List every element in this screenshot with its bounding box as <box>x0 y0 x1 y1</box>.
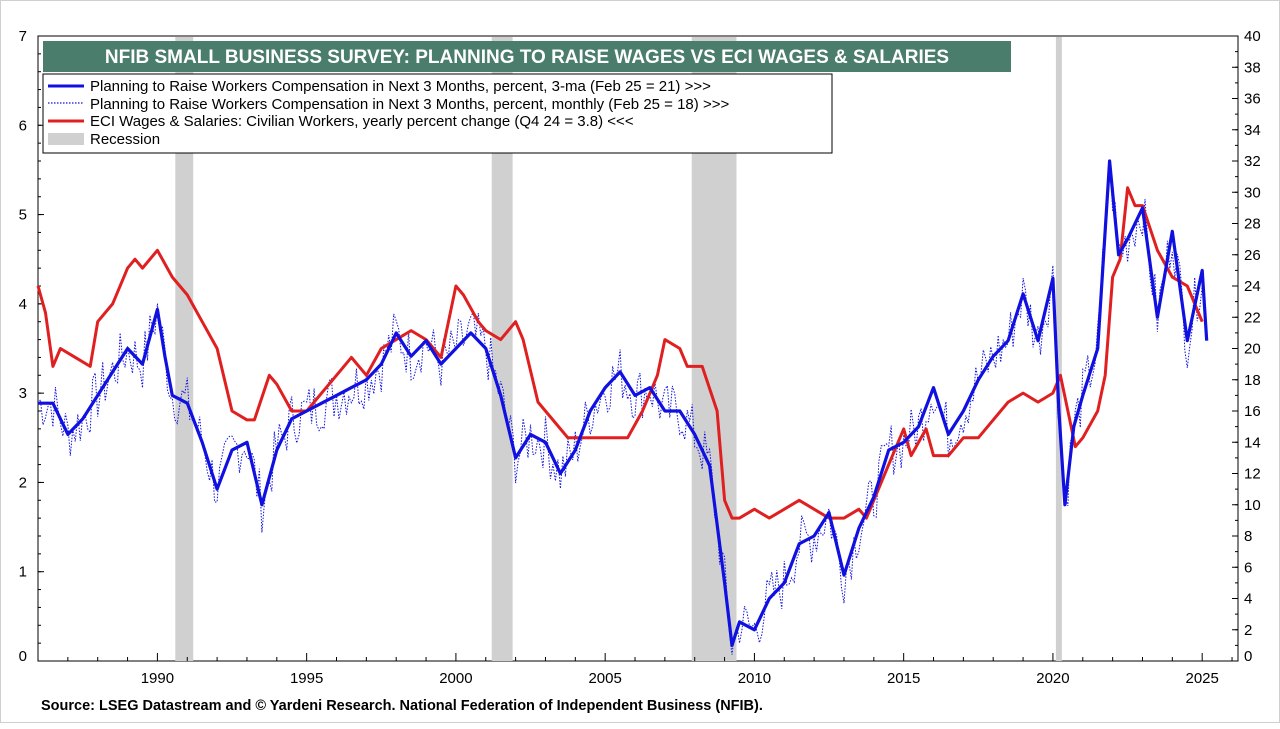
source-note: Source: LSEG Datastream and © Yardeni Re… <box>41 698 763 714</box>
y-left-tick-label: 3 <box>19 385 27 402</box>
y-right-tick-label: 14 <box>1244 434 1261 451</box>
y-right-tick-label: 36 <box>1244 91 1261 108</box>
recession-band-2 <box>491 37 513 661</box>
y-right-tick-label: 22 <box>1244 309 1261 326</box>
y-left-tick-label: 7 <box>19 28 27 45</box>
chart-title-box: NFIB SMALL BUSINESS SURVEY: PLANNING TO … <box>43 41 1011 72</box>
recession-band-1 <box>175 37 194 661</box>
series-nfib-3ma <box>38 159 1209 648</box>
series-eci-wages <box>36 186 1204 520</box>
y-right-tick-label: 0 <box>1244 648 1252 665</box>
y-right-tick-label: 34 <box>1244 122 1261 139</box>
y-right-tick-label: 28 <box>1244 216 1261 233</box>
legend-label-nfib-3ma: Planning to Raise Workers Compensation i… <box>90 78 711 95</box>
y-right-tick-label: 32 <box>1244 153 1261 170</box>
x-tick-label: 2015 <box>887 670 920 687</box>
x-tick-label: 2000 <box>439 670 472 687</box>
x-tick-label: 1995 <box>290 670 323 687</box>
legend-swatch-recession <box>48 133 84 145</box>
series-layer <box>36 159 1209 655</box>
y-left-tick-label: 6 <box>19 117 27 134</box>
y-left-tick-label: 1 <box>19 564 27 581</box>
y-right-tick-label: 16 <box>1244 403 1261 420</box>
y-right-tick-label: 40 <box>1244 28 1261 45</box>
y-right-tick-label: 38 <box>1244 59 1261 76</box>
legend: Planning to Raise Workers Compensation i… <box>42 73 833 154</box>
x-tick-label: 2020 <box>1036 670 1069 687</box>
y-right-tick-label: 4 <box>1244 591 1252 608</box>
y-right-tick-label: 24 <box>1244 278 1261 295</box>
y-left-tick-label: 2 <box>19 474 27 491</box>
axis-ticks: 0123456702468101214161820222426283032343… <box>19 28 1261 687</box>
y-right-tick-label: 30 <box>1244 184 1261 201</box>
legend-label-recession: Recession <box>90 131 160 148</box>
y-right-tick-label: 26 <box>1244 247 1261 264</box>
y-right-tick-label: 20 <box>1244 341 1261 358</box>
y-right-tick-label: 2 <box>1244 622 1252 639</box>
chart-title: NFIB SMALL BUSINESS SURVEY: PLANNING TO … <box>105 47 949 68</box>
x-tick-label: 2005 <box>588 670 621 687</box>
x-tick-label: 2025 <box>1185 670 1218 687</box>
x-tick-label: 1990 <box>141 670 174 687</box>
y-right-tick-label: 12 <box>1244 466 1261 483</box>
y-right-tick-label: 8 <box>1244 528 1252 545</box>
recession-band-4 <box>1055 37 1062 661</box>
y-left-tick-label: 4 <box>19 296 27 313</box>
y-right-tick-label: 10 <box>1244 497 1261 514</box>
legend-label-eci: ECI Wages & Salaries: Civilian Workers, … <box>90 113 634 130</box>
y-left-tick-label: 5 <box>19 207 27 224</box>
y-right-tick-label: 18 <box>1244 372 1261 389</box>
y-left-tick-label: 0 <box>19 648 27 665</box>
legend-label-nfib-monthly: Planning to Raise Workers Compensation i… <box>90 96 729 113</box>
y-right-tick-label: 6 <box>1244 559 1252 576</box>
x-tick-label: 2010 <box>738 670 771 687</box>
